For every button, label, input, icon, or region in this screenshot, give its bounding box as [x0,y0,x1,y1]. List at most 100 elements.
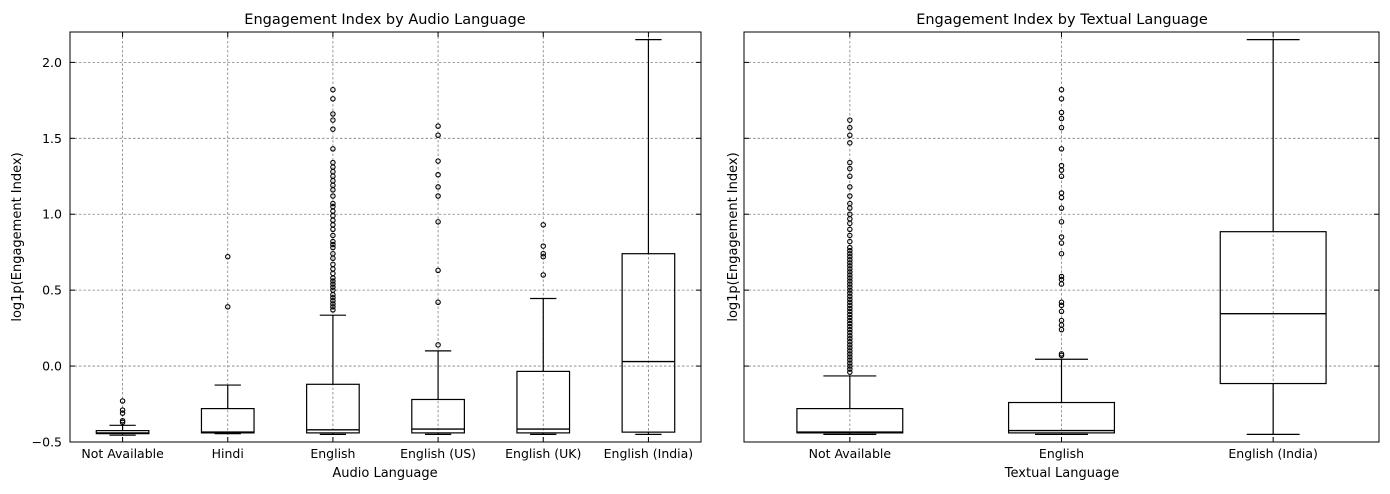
x-axis: Not Available Hindi English English (US) Eng… [81,32,693,461]
outlier-point [847,335,853,342]
grid [70,32,701,443]
outlier-point [847,314,853,321]
outlier-point [330,86,336,93]
panel-textual-language: Engagement Index by Textual Language Tex… [726,12,1380,481]
y-tick-label: 0.0 [42,359,62,374]
outlier-point [847,342,853,348]
outlier-point [330,244,336,251]
box-iqr [306,383,360,434]
outlier-point [847,250,853,257]
outlier-point [1058,317,1065,324]
outlier-point [435,219,441,225]
box-iqr [796,407,904,434]
outlier-point [1058,205,1065,211]
outlier-point [847,345,853,351]
boxplot-english [1007,86,1116,436]
outlier-point [330,287,336,293]
boxplot-english-india [621,38,676,436]
outlier-point [847,357,853,363]
boxplots [95,38,676,436]
outlier-point [1058,250,1065,257]
outlier-point [435,193,441,199]
outlier-point [330,238,336,245]
boxplots [796,38,1327,436]
outlier-point [847,278,853,284]
boxplot-english-us [411,123,465,436]
y-tick-label: 1.0 [42,207,62,222]
outlier-point [435,184,441,190]
outlier-point [847,173,853,180]
x-tick-label: English (India) [1228,446,1318,461]
boxplot-not-available [796,117,904,436]
outlier-point [119,419,126,426]
outlier-point [330,301,336,307]
outlier-point [847,281,853,287]
outlier-point [847,244,853,251]
outlier-point [847,275,853,281]
outlier-point [847,320,853,327]
outlier-point [330,250,336,257]
outlier-point [847,302,853,309]
outlier-point [330,307,336,313]
outlier-point [330,159,336,166]
outlier-point [847,339,853,345]
outlier-point [540,243,546,249]
x-tick-label: English (UK) [505,446,581,461]
outlier-point [1058,351,1065,357]
outlier-point [847,117,853,123]
outlier-point [847,124,853,131]
outlier-point [1058,308,1065,315]
outlier-point [847,290,853,296]
box-iqr [200,407,255,434]
outlier-point [847,184,853,190]
outlier-point [847,140,853,146]
boxplot-english-india [1219,38,1327,436]
outlier-point [847,253,853,260]
outlier-point [330,117,336,123]
outlier-point [1058,276,1065,283]
outlier-point [435,123,441,129]
outlier-point [1058,299,1065,306]
outlier-point [330,278,336,284]
outlier-point [847,165,853,172]
outlier-point [435,171,441,178]
outlier-point [847,299,853,306]
outlier-point [330,200,336,207]
outlier-point [847,193,853,199]
x-tick-label: English (India) [604,446,694,461]
outlier-point [847,305,853,312]
outlier-point [540,253,546,260]
outlier-point [435,299,441,306]
outlier-point [330,294,336,301]
x-tick-label: Not Available [809,446,892,461]
outlier-point [847,363,853,369]
y-axis-label: log1p(Engagement Index) [10,152,25,321]
outlier-point [847,329,853,336]
outlier-point [847,284,853,290]
outlier-point [330,304,336,310]
outlier-point [435,342,441,348]
outlier-point [847,211,853,217]
outlier-point [1058,96,1065,102]
outlier-point [1058,146,1065,152]
outlier-point [330,193,336,199]
y-axis-label: log1p(Engagement Index) [726,152,741,321]
outlier-point [847,293,853,299]
outlier-point [1058,115,1065,122]
outlier-point [435,158,441,164]
outlier-point [330,261,336,268]
chart-title: Engagement Index by Textual Language [916,12,1208,28]
outlier-point [847,200,853,207]
outlier-point [847,369,853,375]
outlier-point [540,222,546,228]
outlier-point [847,269,853,275]
plot-frame [69,31,702,443]
y-tick-label: 0.5 [42,283,62,298]
outlier-point [847,366,853,372]
boxplot-english [306,86,360,436]
outlier-point [435,132,441,139]
outlier-point [330,284,336,290]
outlier-point [330,146,336,152]
outlier-point [1058,302,1065,309]
